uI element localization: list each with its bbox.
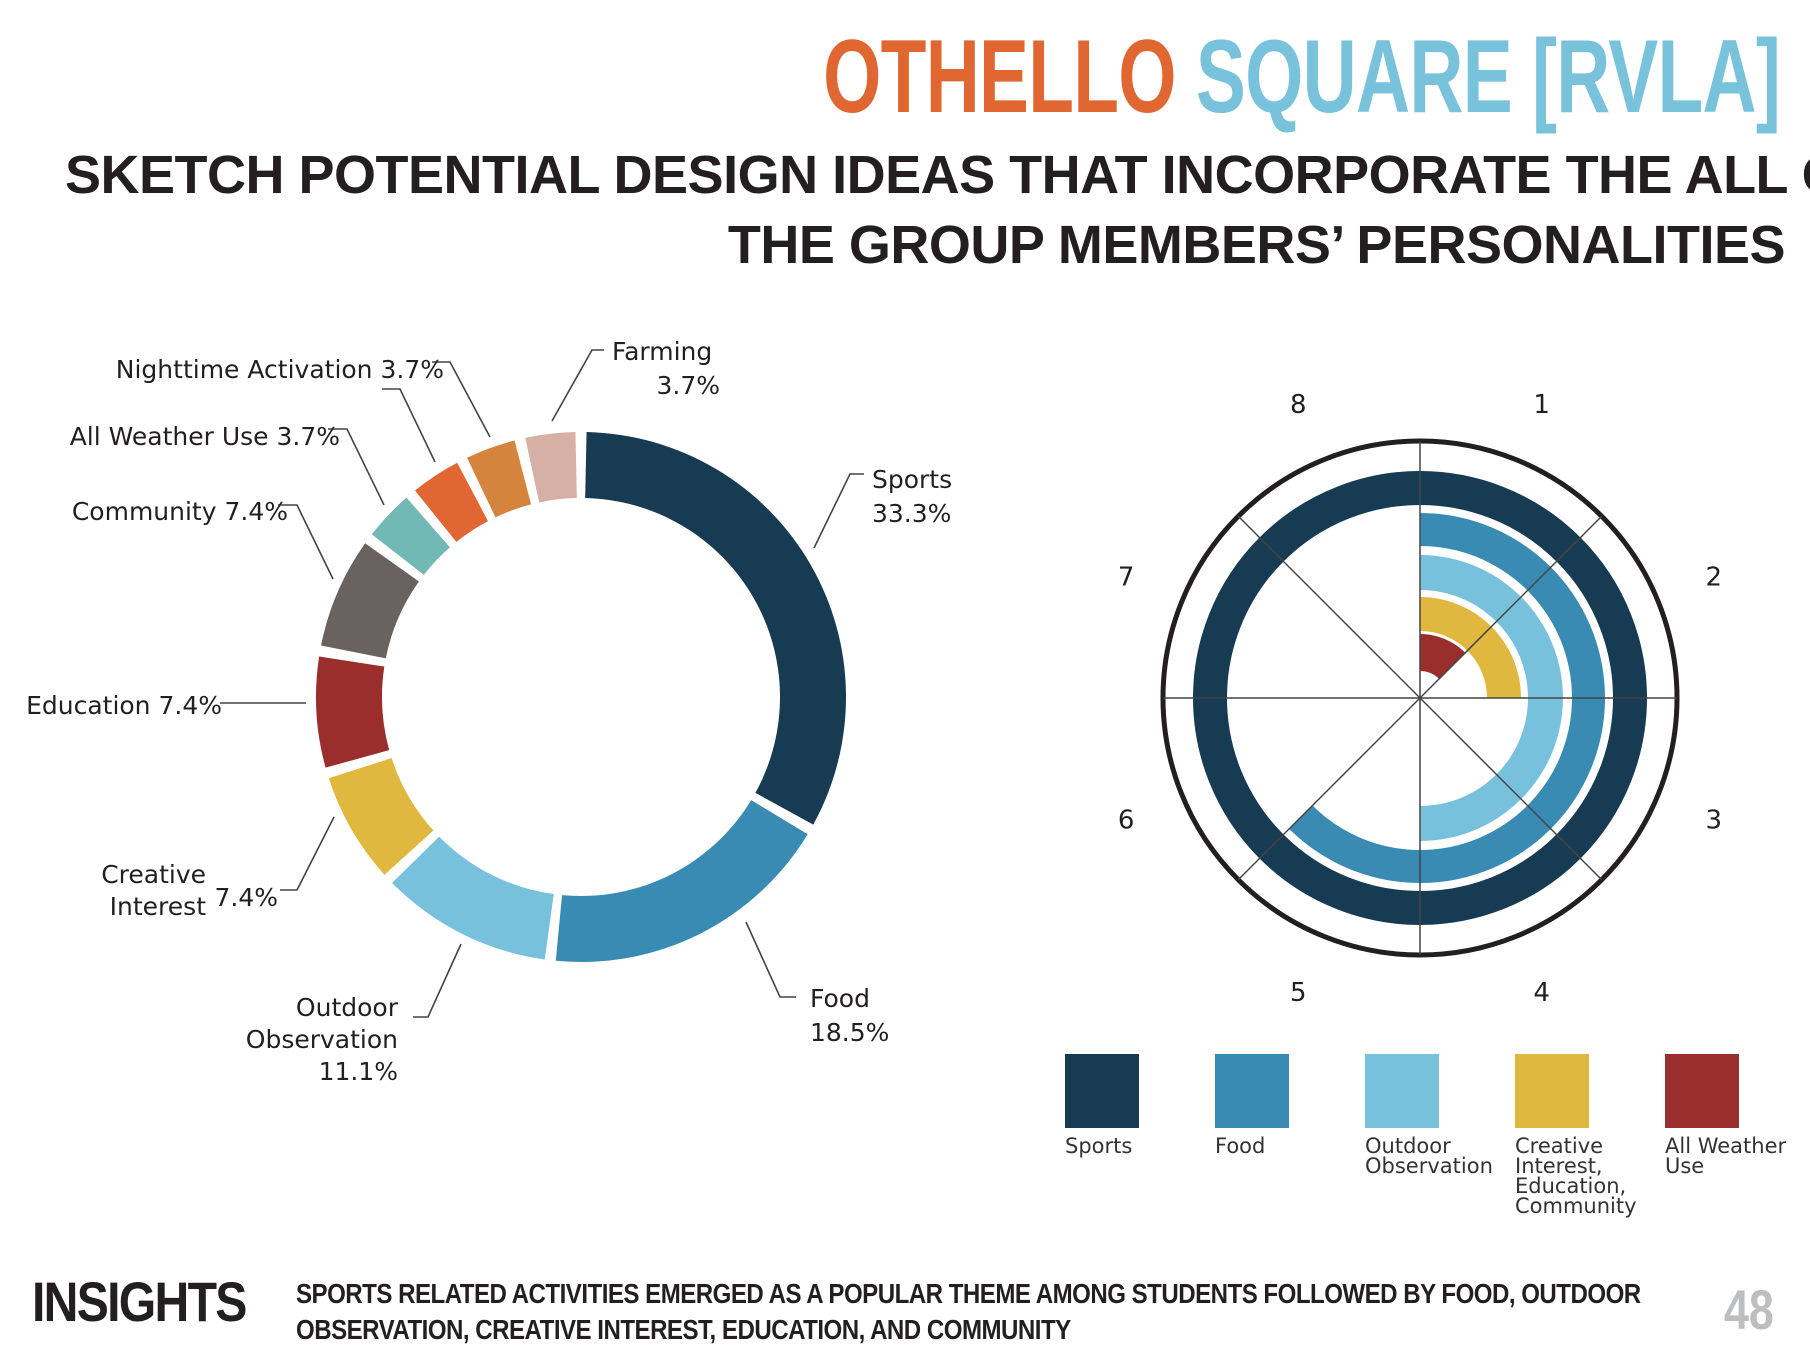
donut-slice-nighttime-activation bbox=[467, 440, 532, 518]
radial-spoke bbox=[1419, 697, 1603, 881]
leader-food bbox=[745, 921, 796, 998]
sector-label-2: 2 bbox=[1706, 562, 1723, 592]
label-farming: Farming bbox=[612, 337, 712, 366]
sector-label-8: 8 bbox=[1290, 390, 1307, 420]
legend-item-sports: Sports bbox=[1065, 1054, 1205, 1158]
label-community: Community 7.4% bbox=[72, 497, 288, 526]
label-creative-1: Creative bbox=[101, 860, 206, 889]
leader-nighttime bbox=[432, 361, 491, 438]
page-title: OTHELLO SQUARE [RVLA] bbox=[823, 19, 1781, 135]
radial-sector-labels: 1 2 3 4 5 6 7 8 bbox=[1118, 390, 1722, 1008]
legend-swatch bbox=[1065, 1054, 1139, 1128]
legend-label: Outdoor Observation bbox=[1365, 1134, 1493, 1178]
insights-line-1: SPORTS RELATED ACTIVITIES EMERGED AS A P… bbox=[296, 1278, 1641, 1309]
leader-unlabeled bbox=[382, 388, 436, 463]
leader-farming bbox=[551, 349, 604, 422]
donut-slice-sports bbox=[585, 432, 846, 825]
leader-community bbox=[278, 504, 334, 580]
donut-slice-all-weather-use bbox=[371, 497, 450, 575]
sector-label-6: 6 bbox=[1118, 806, 1135, 836]
leader-all-weather bbox=[328, 428, 385, 506]
radial-spoke bbox=[1237, 697, 1421, 881]
donut-slice-creative-interest bbox=[328, 758, 434, 875]
donut-slice-food bbox=[555, 800, 808, 962]
label-farming-pct: 3.7% bbox=[656, 371, 720, 400]
radial-bar-outdoor-observation bbox=[1420, 555, 1563, 841]
title-othello: OTHELLO bbox=[823, 19, 1176, 135]
page-number: 48 bbox=[1724, 1278, 1774, 1341]
leader-creative bbox=[280, 816, 335, 891]
sector-label-7: 7 bbox=[1118, 562, 1135, 592]
radial-spoke bbox=[1237, 515, 1421, 699]
legend-swatch bbox=[1365, 1054, 1439, 1128]
donut-slice-farming bbox=[525, 432, 577, 503]
insights-heading: INSIGHTS bbox=[32, 1270, 247, 1333]
legend-label: Sports bbox=[1065, 1134, 1133, 1158]
label-creative-pct: 7.4% bbox=[214, 883, 278, 912]
radial-bar-food bbox=[1289, 513, 1605, 883]
donut-slices bbox=[316, 432, 846, 962]
legend-swatch bbox=[1215, 1054, 1289, 1128]
insights-line-2: OBSERVATION, CREATIVE INTEREST, EDUCATIO… bbox=[296, 1314, 1071, 1345]
donut-slice-education bbox=[316, 656, 390, 768]
sector-label-5: 5 bbox=[1290, 978, 1307, 1008]
subtitle-line-2: THE GROUP MEMBERS’ PERSONALITIES bbox=[727, 215, 1786, 275]
radial-grid bbox=[1160, 438, 1680, 958]
label-outdoor-1: Outdoor bbox=[296, 993, 399, 1022]
legend-item-all-weather-use: All Weather Use bbox=[1665, 1054, 1805, 1178]
leader-sports bbox=[813, 473, 864, 549]
legend-item-creative-interest-education-community: Creative Interest, Education, Community bbox=[1515, 1054, 1655, 1218]
subtitle-line-1: SKETCH POTENTIAL DESIGN IDEAS THAT INCOR… bbox=[65, 145, 1810, 205]
label-outdoor-2: Observation bbox=[246, 1025, 398, 1054]
legend-label: Food bbox=[1215, 1134, 1266, 1158]
legend-label: Creative Interest, Education, Community bbox=[1515, 1134, 1637, 1218]
label-creative-2: Interest bbox=[110, 892, 207, 921]
label-all-weather: All Weather Use 3.7% bbox=[70, 422, 340, 451]
sector-label-3: 3 bbox=[1706, 806, 1723, 836]
leader-outdoor bbox=[413, 943, 462, 1018]
donut-slice-outdoor-observation bbox=[392, 836, 554, 960]
radial-chart: 1 2 3 4 5 6 7 8 bbox=[1118, 390, 1722, 1008]
label-food-pct: 18.5% bbox=[810, 1018, 889, 1047]
legend-label: All Weather Use bbox=[1665, 1134, 1787, 1178]
radial-spoke bbox=[1419, 515, 1603, 699]
sector-label-1: 1 bbox=[1533, 390, 1550, 420]
donut-slice-community bbox=[321, 543, 419, 659]
donut-slice-unlabeled bbox=[414, 462, 488, 542]
label-sports-pct: 33.3% bbox=[872, 499, 951, 528]
label-education: Education 7.4% bbox=[26, 691, 222, 720]
legend-swatch bbox=[1515, 1054, 1589, 1128]
page-subtitle: SKETCH POTENTIAL DESIGN IDEAS THAT INCOR… bbox=[65, 140, 1810, 280]
donut-leader-lines bbox=[220, 349, 864, 1018]
insights-text: SPORTS RELATED ACTIVITIES EMERGED AS A P… bbox=[296, 1276, 1641, 1348]
label-food: Food bbox=[810, 984, 870, 1013]
radial-bar-all-weather-use bbox=[1420, 634, 1466, 679]
legend-item-food: Food bbox=[1215, 1054, 1355, 1158]
title-square-rvla: SQUARE [RVLA] bbox=[1195, 19, 1781, 135]
legend-swatch bbox=[1665, 1054, 1739, 1128]
label-nighttime: Nighttime Activation 3.7% bbox=[116, 355, 444, 384]
legend-item-outdoor-observation: Outdoor Observation bbox=[1365, 1054, 1505, 1178]
donut-chart: Farming 3.7% Nighttime Activation 3.7% A… bbox=[26, 337, 952, 1086]
label-sports: Sports bbox=[872, 465, 952, 494]
label-outdoor-pct: 11.1% bbox=[319, 1057, 398, 1086]
sector-label-4: 4 bbox=[1533, 978, 1550, 1008]
